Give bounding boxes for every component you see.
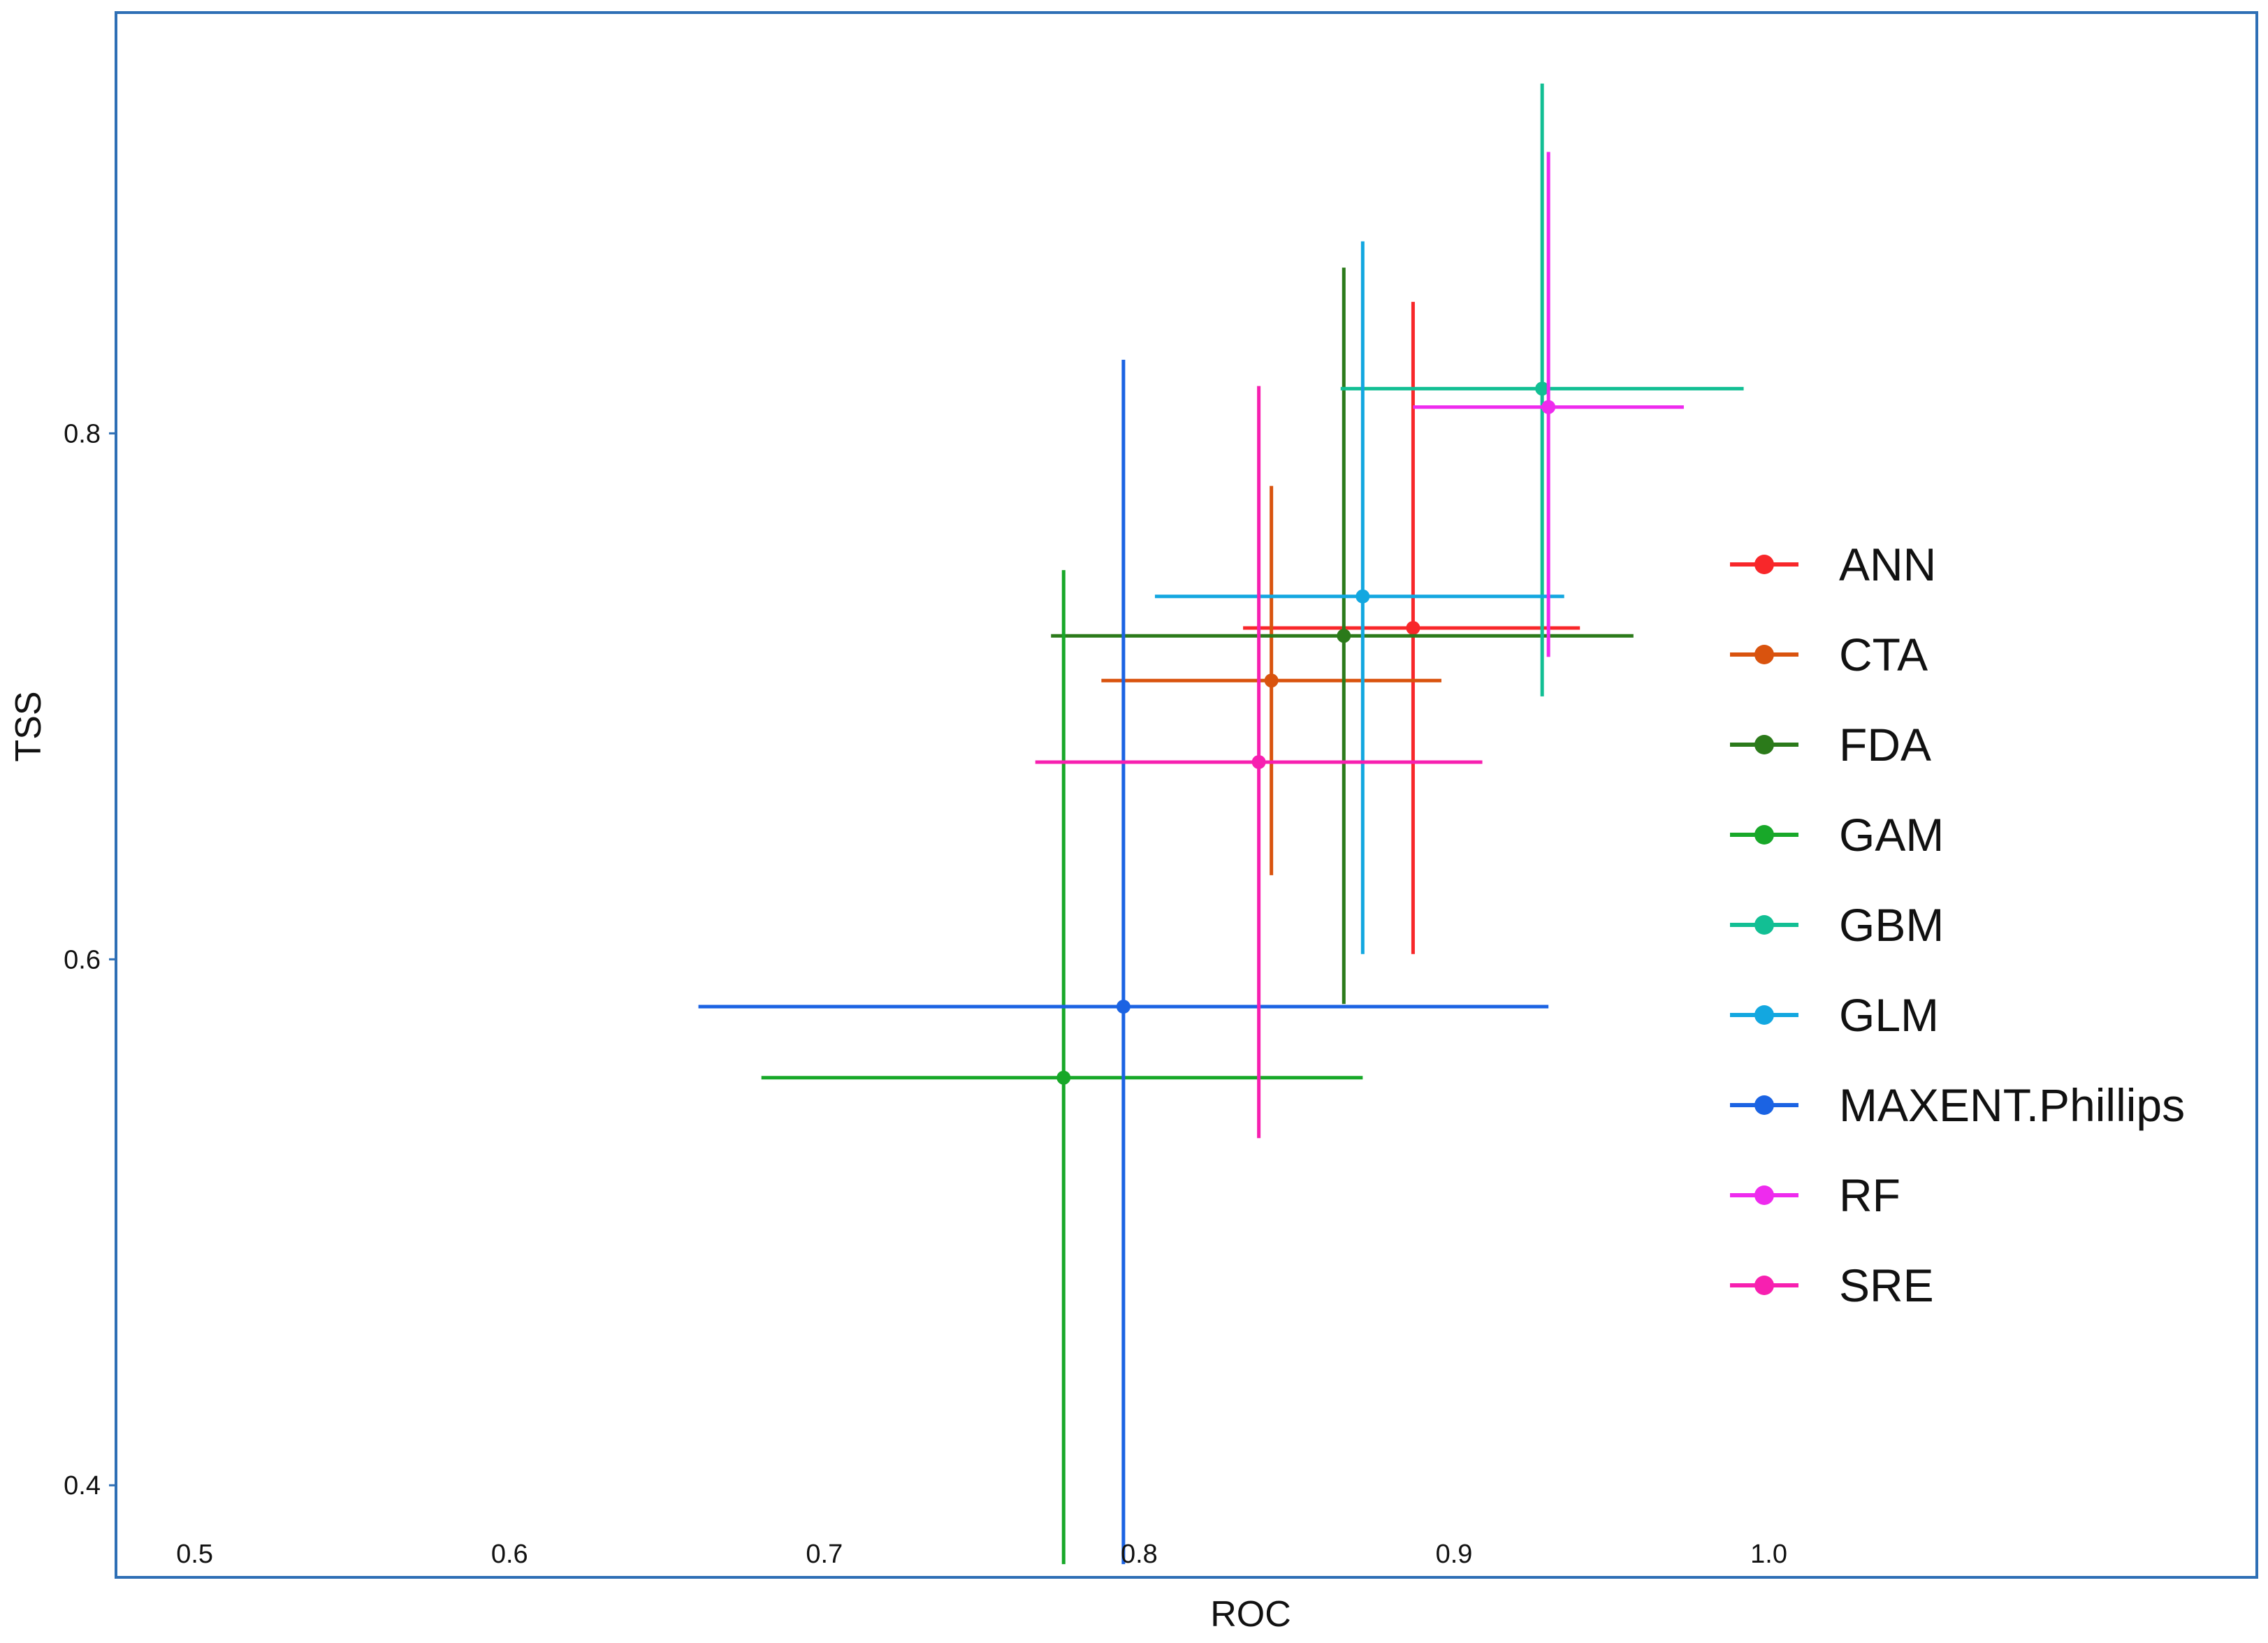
- legend-label: RF: [1839, 1169, 1900, 1221]
- legend-dot: [1754, 1276, 1774, 1295]
- y-tick-label: 0.4: [64, 1471, 101, 1500]
- data-point: [1541, 400, 1556, 414]
- data-point: [1337, 629, 1351, 643]
- plot-area: [698, 83, 1744, 1565]
- y-tick-label: 0.8: [64, 419, 101, 448]
- x-axis: 0.5 0.6 0.7 0.8 0.9 1.0: [176, 1540, 1787, 1569]
- data-point: [1251, 754, 1266, 769]
- series-sre: [1035, 386, 1483, 1139]
- legend-dot: [1754, 1005, 1774, 1025]
- series-fda: [1051, 268, 1634, 1005]
- legend-label: SRE: [1839, 1259, 1934, 1311]
- data-point: [1264, 673, 1279, 688]
- legend-item: GBM: [1730, 899, 1944, 951]
- legend-dot: [1754, 1095, 1774, 1115]
- y-axis-title: TSS: [8, 691, 49, 761]
- series-gbm: [1340, 83, 1744, 696]
- data-point: [1355, 589, 1370, 604]
- data-point: [1056, 1070, 1071, 1085]
- legend: ANN CTA FDA GAM GBM GLM MAXENT.Phillips RF SRE: [1730, 539, 2185, 1311]
- legend-label: GLM: [1839, 989, 1939, 1041]
- legend-label: GBM: [1839, 899, 1944, 951]
- x-tick-label: 0.5: [176, 1540, 213, 1569]
- legend-label: CTA: [1839, 629, 1928, 680]
- legend-item: GLM: [1730, 989, 1939, 1041]
- legend-item: FDA: [1730, 719, 1931, 771]
- x-tick-label: 0.9: [1436, 1540, 1473, 1569]
- series-gam: [761, 570, 1363, 1565]
- x-tick-label: 0.7: [806, 1540, 843, 1569]
- x-tick-label: 0.8: [1121, 1540, 1158, 1569]
- x-tick-label: 0.6: [491, 1540, 528, 1569]
- legend-label: ANN: [1839, 539, 1936, 590]
- series-ann: [1243, 302, 1580, 954]
- legend-item: SRE: [1730, 1259, 1934, 1311]
- series-glm: [1154, 241, 1564, 954]
- series-cta: [1101, 485, 1441, 875]
- x-tick-label: 1.0: [1750, 1540, 1787, 1569]
- legend-dot: [1754, 825, 1774, 845]
- legend-dot: [1754, 915, 1774, 935]
- x-axis-title: ROC: [1210, 1594, 1291, 1635]
- legend-item: GAM: [1730, 809, 1944, 861]
- legend-dot: [1754, 1185, 1774, 1205]
- legend-label: FDA: [1839, 719, 1931, 771]
- data-point: [1406, 620, 1420, 635]
- legend-item: RF: [1730, 1169, 1900, 1221]
- series-rf: [1413, 152, 1684, 657]
- legend-label: GAM: [1839, 809, 1944, 861]
- legend-label: MAXENT.Phillips: [1839, 1079, 2185, 1131]
- series-maxent-phillips: [698, 359, 1549, 1565]
- data-point: [1535, 381, 1550, 396]
- legend-item: MAXENT.Phillips: [1730, 1079, 2185, 1131]
- data-point: [1116, 1000, 1131, 1014]
- legend-item: ANN: [1730, 539, 1936, 590]
- legend-dot: [1754, 555, 1774, 574]
- y-tick-label: 0.6: [64, 945, 101, 974]
- legend-dot: [1754, 645, 1774, 664]
- legend-item: CTA: [1730, 629, 1928, 680]
- y-axis: 0.4 0.6 0.8: [64, 419, 116, 1500]
- plot-panel-border: [115, 11, 2258, 1579]
- legend-dot: [1754, 735, 1774, 754]
